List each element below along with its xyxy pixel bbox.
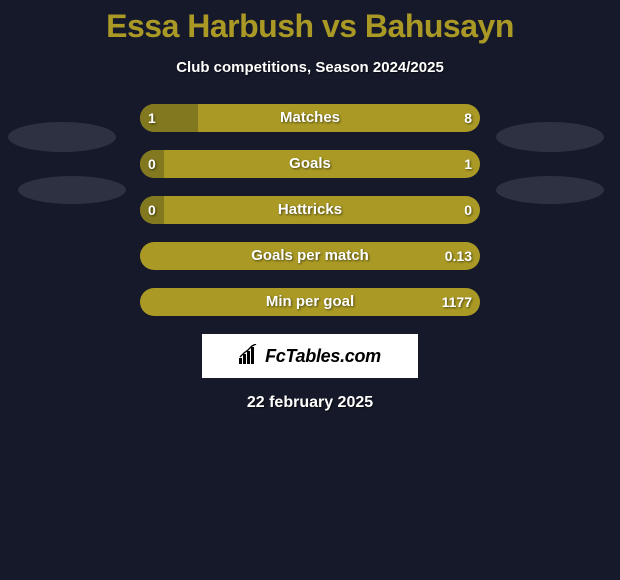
decorative-ellipse xyxy=(18,176,126,204)
value-right: 1 xyxy=(140,150,472,178)
brand-box: FcTables.com xyxy=(202,334,418,378)
value-right: 8 xyxy=(140,104,472,132)
value-right: 0 xyxy=(140,196,472,224)
bars-icon xyxy=(239,344,261,369)
value-right: 1177 xyxy=(140,288,472,316)
stat-row: 0.13Goals per match xyxy=(0,242,620,270)
value-right: 0.13 xyxy=(140,242,472,270)
brand-text: FcTables.com xyxy=(265,346,381,367)
decorative-ellipse xyxy=(496,122,604,152)
stat-row: 1177Min per goal xyxy=(0,288,620,316)
date-text: 22 february 2025 xyxy=(0,394,620,412)
decorative-ellipse xyxy=(496,176,604,204)
player2-name: Bahusayn xyxy=(365,8,514,44)
player1-name: Essa Harbush xyxy=(106,8,313,44)
subtitle: Club competitions, Season 2024/2025 xyxy=(0,59,620,76)
decorative-ellipse xyxy=(8,122,116,152)
stat-row: 01Goals xyxy=(0,150,620,178)
vs-text: vs xyxy=(322,8,357,44)
comparison-title: Essa Harbush vs Bahusayn xyxy=(0,0,620,45)
